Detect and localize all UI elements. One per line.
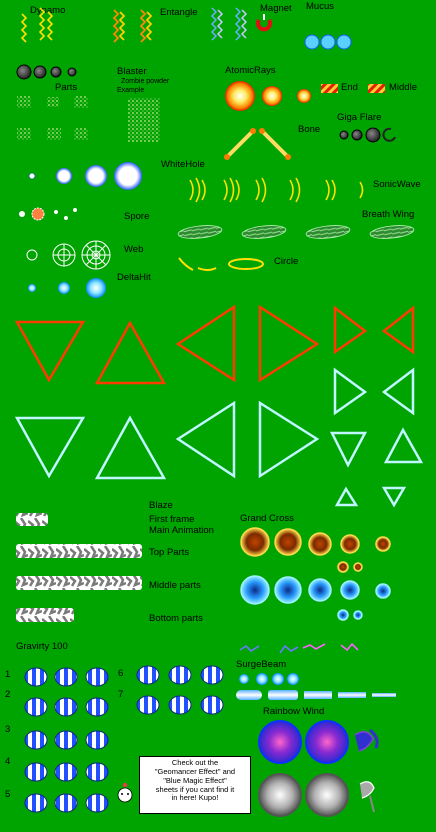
note-line: in here! Kupo!: [171, 793, 219, 803]
note-line: "Geomancer Effect" and: [154, 766, 236, 776]
label-rainbow-wind: Rainbow Wind: [263, 706, 325, 717]
label-main-animation: Main Animation: [149, 525, 214, 536]
label-mucus: Mucus: [306, 1, 334, 12]
gravity-row-number: 7: [118, 689, 124, 700]
label-end: End: [341, 82, 358, 93]
mucus-sprites: [304, 34, 352, 50]
label-white-hole: WhiteHole: [161, 159, 205, 170]
moogle-icon: [117, 783, 133, 803]
white-hole-sprites: [29, 162, 142, 190]
label-middle: Middle: [389, 82, 417, 93]
label-bottom-parts: Bottom parts: [149, 613, 203, 624]
label-parts: Parts: [55, 82, 78, 93]
surge-beam-sprites: [236, 673, 396, 700]
note-line: "Blue Magic Effect": [163, 775, 227, 785]
label-spore: Spore: [124, 211, 150, 222]
label-atomic-rays: AtomicRays: [225, 65, 276, 76]
gravity-row-number: 3: [5, 724, 11, 735]
web-sprites: [26, 240, 111, 270]
dynamo-sprites: [20, 7, 54, 43]
label-example: Example: [117, 87, 145, 94]
gravity-row-number: 2: [5, 689, 11, 700]
label-zombie-powder: Zombie powder: [121, 78, 170, 85]
gravity-row-number: 6: [118, 668, 124, 679]
label-gravity: Gravirty 100: [16, 641, 68, 652]
label-first-frame: First frame: [149, 514, 195, 525]
delta-hit-sprites: [28, 278, 106, 298]
gravity-row-number: 5: [5, 789, 11, 800]
circle-sprites: [178, 257, 264, 271]
entangle-sprites: [112, 9, 153, 43]
label-magnet: Magnet: [260, 3, 292, 14]
breath-wing-sprites: [177, 225, 415, 239]
gravity-cages: [24, 665, 224, 813]
label-grand-cross: Grand Cross: [240, 513, 294, 524]
label-middle-parts: Middle parts: [149, 580, 201, 591]
label-top-parts: Top Parts: [149, 547, 190, 558]
sonic-wave-sprites: [189, 177, 364, 203]
label-dynamo: Dynamo: [30, 5, 66, 16]
info-note: Check out the "Geomancer Effect" and "Bl…: [139, 756, 251, 814]
grand-cross-sprites: [240, 527, 391, 621]
gravity-row-number: 4: [5, 756, 11, 767]
blaster-sprites: [16, 64, 77, 80]
label-web: Web: [124, 244, 144, 255]
atomic-rays-sprites: [225, 81, 385, 111]
bone-sprites: [224, 128, 291, 160]
gravity-row-number: 1: [5, 669, 11, 680]
label-circle: Circle: [274, 256, 299, 267]
spore-sprites: [19, 207, 77, 221]
label-sonic-wave: SonicWave: [373, 179, 421, 190]
label-giga-flare: Giga Flare: [337, 112, 382, 123]
rainbow-wind-sprites: [258, 720, 379, 817]
cyan-triangles: [14, 367, 424, 508]
note-line: sheets if you cant find it: [155, 784, 235, 794]
note-line: Check out the: [171, 758, 219, 767]
red-triangles: [14, 304, 415, 385]
magnet-sprites: [210, 7, 272, 41]
label-blaze: Blaze: [149, 500, 173, 511]
label-surge-beam: SurgeBeam: [236, 659, 287, 670]
label-delta-hit: DeltaHit: [117, 272, 151, 283]
parts-sprites: [17, 96, 160, 142]
blaze-sprites: [16, 513, 142, 622]
label-entangle: Entangle: [160, 7, 198, 18]
label-bone: Bone: [298, 124, 321, 135]
surge-sparks: [239, 642, 359, 654]
label-breath-wing: Breath Wing: [362, 209, 415, 220]
giga-flare-sprites: [339, 127, 396, 143]
label-blaster: Blaster: [117, 66, 147, 77]
